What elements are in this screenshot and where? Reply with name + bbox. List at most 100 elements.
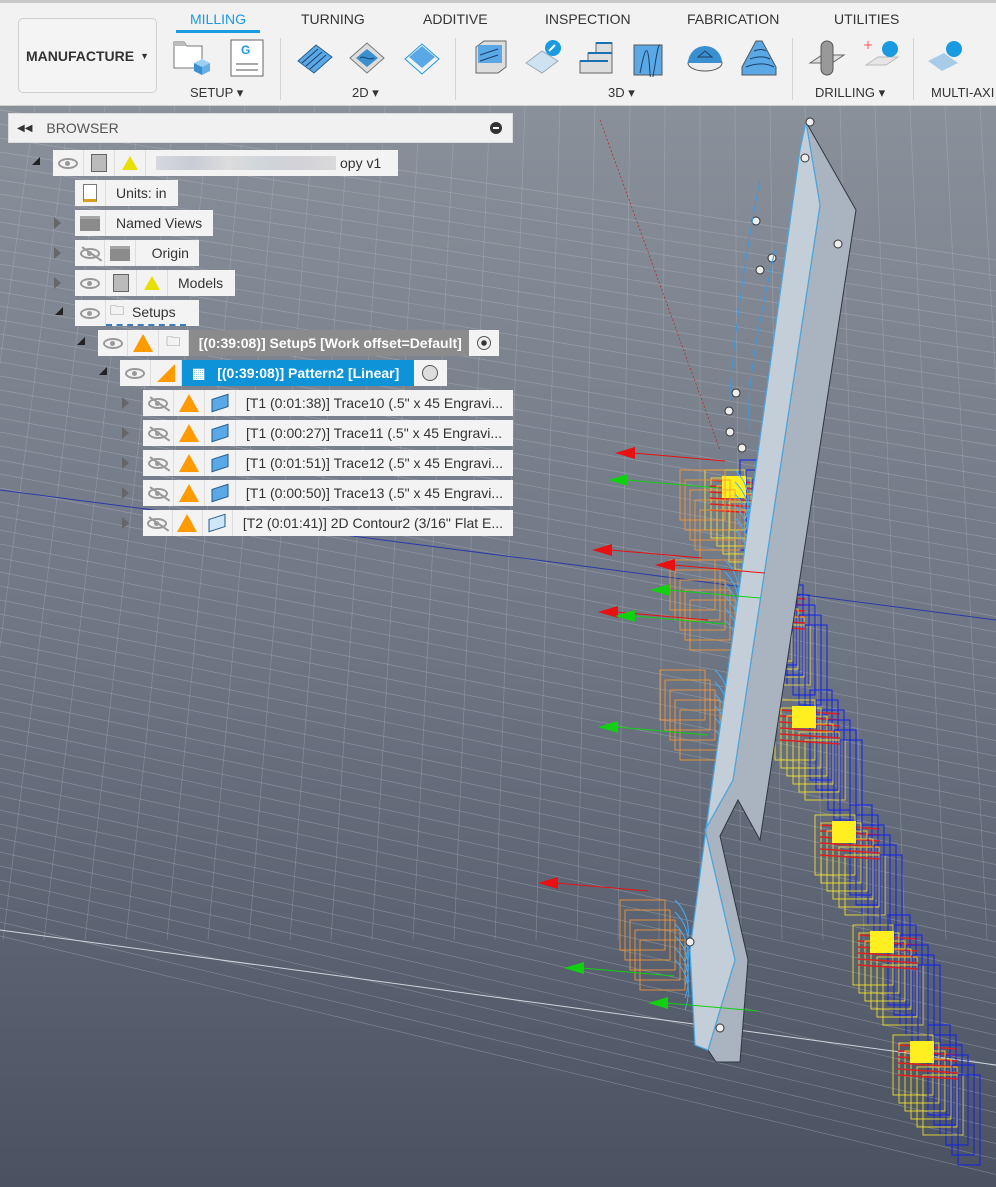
expand-toggle[interactable] xyxy=(122,427,129,439)
point-marker xyxy=(731,388,741,398)
trace-op-icon xyxy=(205,480,236,506)
drill-icon[interactable] xyxy=(808,39,846,77)
tab-turning[interactable]: TURNING xyxy=(301,11,365,27)
divider xyxy=(455,38,456,100)
expand-toggle[interactable] xyxy=(122,487,129,499)
3d-addin-icon[interactable] xyxy=(524,39,562,77)
toolpath-pass xyxy=(957,1074,981,1166)
3d-scallop-icon[interactable] xyxy=(686,39,724,77)
tool-axis-arrowhead xyxy=(608,474,628,486)
grid-line xyxy=(0,795,996,1020)
grid-line xyxy=(0,767,996,989)
toolpath-pass xyxy=(619,899,666,951)
warning-icon xyxy=(151,360,182,386)
tree-item-units[interactable]: Units: in xyxy=(75,180,178,206)
radio-icon[interactable] xyxy=(414,360,445,386)
operation-row[interactable]: [T1 (0:01:51)] Trace12 (.5" x 45 Engravi… xyxy=(143,450,513,476)
2d-group-menu[interactable]: 2D ▾ xyxy=(352,85,379,100)
visibility-eye-icon[interactable] xyxy=(75,300,106,326)
drilling-group-menu[interactable]: DRILLING ▾ xyxy=(815,85,886,100)
workspace-dropdown[interactable]: MANUFACTURE ▼ xyxy=(18,18,157,93)
operation-row[interactable]: [T1 (0:00:27)] Trace11 (.5" x 45 Engravi… xyxy=(143,420,513,446)
toolpath-pass xyxy=(694,499,741,551)
tree-item-setup5[interactable]: 🗀 [(0:39:08)] Setup5 [Work offset=Defaul… xyxy=(98,330,499,356)
collapse-root-toggle[interactable] xyxy=(32,157,40,165)
toolpath-rapid xyxy=(897,1074,959,1080)
visibility-eye-icon[interactable] xyxy=(53,150,84,176)
collapse-browser-icon[interactable]: ◀◀ xyxy=(17,122,33,134)
tool-axis-arrowhead xyxy=(615,610,635,622)
toolpath-pass xyxy=(927,1024,951,1116)
toolpath-pass xyxy=(674,911,689,963)
toolpath-pass xyxy=(844,854,886,916)
collapse-toggle[interactable] xyxy=(55,307,63,315)
toolpath-rapid xyxy=(857,964,919,970)
tab-milling[interactable]: MILLING xyxy=(190,11,247,27)
visibility-hidden-icon[interactable] xyxy=(143,390,174,416)
tree-item-setups[interactable]: 🗀 Setups xyxy=(75,300,199,326)
active-radio-icon[interactable] xyxy=(469,330,499,356)
multi-axis-group-label: MULTI-AXI xyxy=(931,85,995,100)
minimize-icon[interactable] xyxy=(490,122,502,134)
visibility-eye-icon[interactable] xyxy=(120,360,151,386)
3d-group-menu[interactable]: 3D ▾ xyxy=(608,85,635,100)
new-setup-icon[interactable] xyxy=(172,39,210,77)
visibility-hidden-icon[interactable] xyxy=(75,240,106,266)
tab-utilities[interactable]: UTILITIES xyxy=(834,11,900,27)
2d-adaptive-icon[interactable] xyxy=(296,39,334,77)
3d-contour-icon[interactable] xyxy=(578,39,616,77)
face-icon[interactable] xyxy=(403,39,441,77)
grid-line xyxy=(0,627,996,834)
expand-toggle[interactable] xyxy=(54,217,61,229)
post-process-icon[interactable]: G xyxy=(228,39,266,77)
tab-additive[interactable]: ADDITIVE xyxy=(423,11,488,27)
3d-adaptive-icon[interactable] xyxy=(472,39,510,77)
2d-group-label: 2D xyxy=(352,85,369,100)
grid-line xyxy=(0,669,996,881)
root-label: opy v1 xyxy=(340,155,382,171)
3d-viewport[interactable] xyxy=(0,106,996,1187)
operation-label: [T2 (0:01:41)] 2D Contour2 (3/16" Flat E… xyxy=(242,515,504,531)
redacted-name xyxy=(156,156,336,170)
3d-pencil-icon[interactable] xyxy=(740,39,778,77)
toolpath-pass xyxy=(876,956,918,1018)
operation-row[interactable]: [T1 (0:01:38)] Trace10 (.5" x 45 Engravi… xyxy=(143,390,513,416)
warning-icon xyxy=(174,420,205,446)
tab-inspection[interactable]: INSPECTION xyxy=(545,11,631,27)
tree-item-models[interactable]: Models xyxy=(75,270,235,296)
toolpath-pass xyxy=(838,846,880,908)
tree-root[interactable]: opy v1 xyxy=(53,150,398,176)
2d-pocket-icon[interactable] xyxy=(348,39,386,77)
expand-toggle[interactable] xyxy=(122,457,129,469)
visibility-hidden-icon[interactable] xyxy=(143,480,174,506)
collapse-toggle[interactable] xyxy=(77,337,85,345)
grid-line xyxy=(0,417,996,602)
drilling-addin-icon[interactable] xyxy=(862,39,900,77)
collapse-toggle[interactable] xyxy=(99,367,107,375)
expand-toggle[interactable] xyxy=(54,277,61,289)
grid-edge xyxy=(0,929,996,1066)
tree-item-origin[interactable]: Origin xyxy=(75,240,199,266)
expand-toggle[interactable] xyxy=(122,517,129,529)
operation-row[interactable]: [T1 (0:00:50)] Trace13 (.5" x 45 Engravi… xyxy=(143,480,513,506)
tree-item-pattern2[interactable]: ▦ [(0:39:08)] Pattern2 [Linear] xyxy=(120,360,447,386)
tab-fabrication[interactable]: FABRICATION xyxy=(687,11,780,27)
visibility-eye-icon[interactable] xyxy=(98,330,129,356)
setup-group-menu[interactable]: SETUP ▾ xyxy=(190,85,244,100)
multi-axis-addin-icon[interactable] xyxy=(926,39,964,77)
expand-toggle[interactable] xyxy=(54,247,61,259)
visibility-eye-icon[interactable] xyxy=(75,270,106,296)
point-marker xyxy=(805,117,815,127)
warning-icon xyxy=(173,510,203,536)
expand-toggle[interactable] xyxy=(122,397,129,409)
tool-axis-arrowhead xyxy=(615,447,635,459)
visibility-hidden-icon[interactable] xyxy=(143,450,174,476)
point-marker xyxy=(715,1023,725,1033)
divider xyxy=(280,38,281,100)
operation-row[interactable]: [T2 (0:01:41)] 2D Contour2 (3/16" Flat E… xyxy=(143,510,513,536)
visibility-hidden-icon[interactable] xyxy=(143,420,174,446)
multi-axis-group-menu[interactable]: MULTI-AXI xyxy=(931,85,994,100)
3d-parallel-icon[interactable] xyxy=(632,39,670,77)
tree-item-named-views[interactable]: Named Views xyxy=(75,210,213,236)
visibility-hidden-icon[interactable] xyxy=(143,510,173,536)
